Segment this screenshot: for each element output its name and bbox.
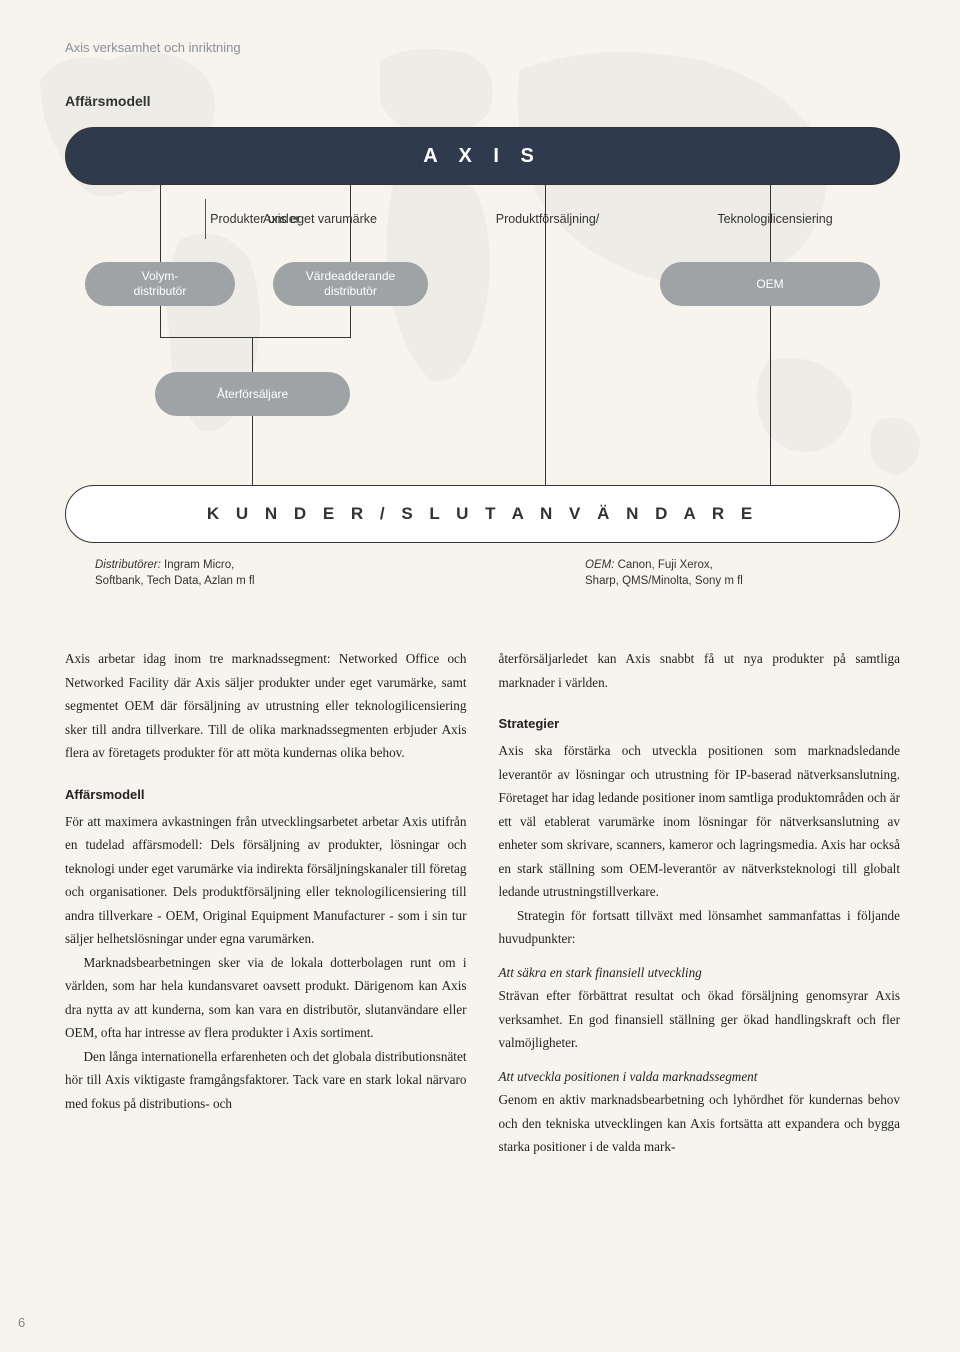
body-columns: Axis arbetar idag inom tre marknadssegme… — [65, 647, 900, 1159]
connector — [252, 416, 253, 485]
para: Axis arbetar idag inom tre marknadssegme… — [65, 647, 467, 765]
connector — [160, 306, 161, 337]
column-right: återförsäljarledet kan Axis snabbt få ut… — [499, 647, 901, 1159]
ital-lead: Att utveckla positionen i valda marknads… — [499, 1065, 901, 1089]
label-divider — [205, 199, 206, 239]
connector — [350, 306, 351, 337]
para: Axis ska förstärka och utveckla position… — [499, 739, 901, 904]
label-eget-varumarke: Axis eget varumärke — [215, 201, 425, 237]
label-part-b: Axis eget varumärke — [263, 212, 377, 226]
page-header: Axis verksamhet och inriktning — [65, 40, 900, 55]
para: Den långa internationella erfarenheten o… — [65, 1045, 467, 1116]
para: Strategin för fortsatt tillväxt med löns… — [499, 904, 901, 951]
section-title: Affärsmodell — [65, 93, 900, 109]
business-model-diagram: A X I S Produkter under Axis eget varumä… — [65, 127, 900, 607]
para: Genom en aktiv marknadsbearbetning och l… — [499, 1088, 901, 1159]
node-kunder: K U N D E R / S L U T A N V Ä N D A R E — [65, 485, 900, 543]
connector — [545, 185, 546, 485]
text-line: distributör — [324, 284, 377, 299]
footnote-distributorer: Distributörer: Ingram Micro, Softbank, T… — [95, 557, 395, 589]
para: För att maximera avkastningen från utvec… — [65, 810, 467, 951]
connector — [770, 185, 771, 262]
subhead-strategier: Strategier — [499, 712, 901, 735]
text-line: Volym- — [142, 269, 179, 284]
connector — [160, 185, 161, 262]
para: Marknadsbearbetningen sker via de lokala… — [65, 951, 467, 1045]
text-line: Värdeadderande — [306, 269, 395, 284]
node-aterforsaljare: Återförsäljare — [155, 372, 350, 416]
footnote-oem: OEM: Canon, Fuji Xerox, Sharp, QMS/Minol… — [585, 557, 885, 589]
label-produktforsaljning: Produktförsäljning/ — [435, 201, 660, 237]
footnote-lead: OEM: — [585, 559, 614, 571]
node-vardeadderande: Värdeadderande distributör — [273, 262, 428, 306]
page-number: 6 — [18, 1315, 25, 1330]
ital-lead: Att säkra en stark finansiell utveckling — [499, 961, 901, 985]
connector — [770, 306, 771, 485]
label-teknologilicensiering: Teknologilicensiering — [665, 201, 885, 237]
node-axis: A X I S — [65, 127, 900, 185]
para: återförsäljarledet kan Axis snabbt få ut… — [499, 647, 901, 694]
para: Strävan efter förbättrat resultat och ök… — [499, 984, 901, 1055]
connector — [160, 337, 351, 338]
connector — [252, 337, 253, 372]
column-left: Axis arbetar idag inom tre marknadssegme… — [65, 647, 467, 1159]
node-oem: OEM — [660, 262, 880, 306]
node-volymdistributor: Volym- distributör — [85, 262, 235, 306]
subhead-affarsmodell: Affärsmodell — [65, 783, 467, 806]
connector — [350, 185, 351, 262]
text-line: distributör — [134, 284, 187, 299]
footnote-lead: Distributörer: — [95, 559, 161, 571]
